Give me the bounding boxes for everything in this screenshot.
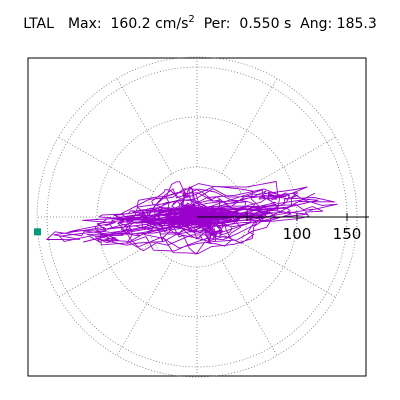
max-label: Max: bbox=[67, 15, 102, 32]
per-label: Per: bbox=[203, 15, 231, 32]
grid-spoke bbox=[116, 260, 173, 356]
grid-spoke bbox=[240, 241, 336, 298]
grid-spoke bbox=[116, 78, 173, 174]
max-direction-marker bbox=[33, 228, 41, 236]
grid-spoke bbox=[58, 136, 154, 193]
ang-value: 185.3 bbox=[336, 15, 377, 32]
trace-group bbox=[46, 181, 338, 255]
per-unit: s bbox=[283, 15, 292, 32]
max-unit-exponent: 2 bbox=[188, 14, 195, 25]
radial-axis: 100 150 bbox=[197, 213, 369, 243]
station-code: LTAL bbox=[23, 15, 54, 32]
radial-tick-label: 150 bbox=[333, 225, 362, 243]
chart-title: LTAL Max: 160.2 cm/s2 Per: 0.550 s Ang: 1… bbox=[0, 14, 400, 32]
ang-label: Ang: bbox=[300, 15, 333, 32]
motion-trace bbox=[46, 181, 338, 255]
marker-group bbox=[33, 228, 41, 236]
grid-spoke bbox=[58, 241, 154, 298]
grid-spoke bbox=[240, 136, 336, 193]
max-unit: cm/s bbox=[155, 15, 189, 32]
max-value: 160.2 bbox=[110, 15, 151, 32]
per-value: 0.550 bbox=[239, 15, 280, 32]
grid-spoke bbox=[221, 260, 278, 356]
grid-spoke bbox=[221, 78, 278, 174]
radial-tick-label: 100 bbox=[283, 225, 312, 243]
